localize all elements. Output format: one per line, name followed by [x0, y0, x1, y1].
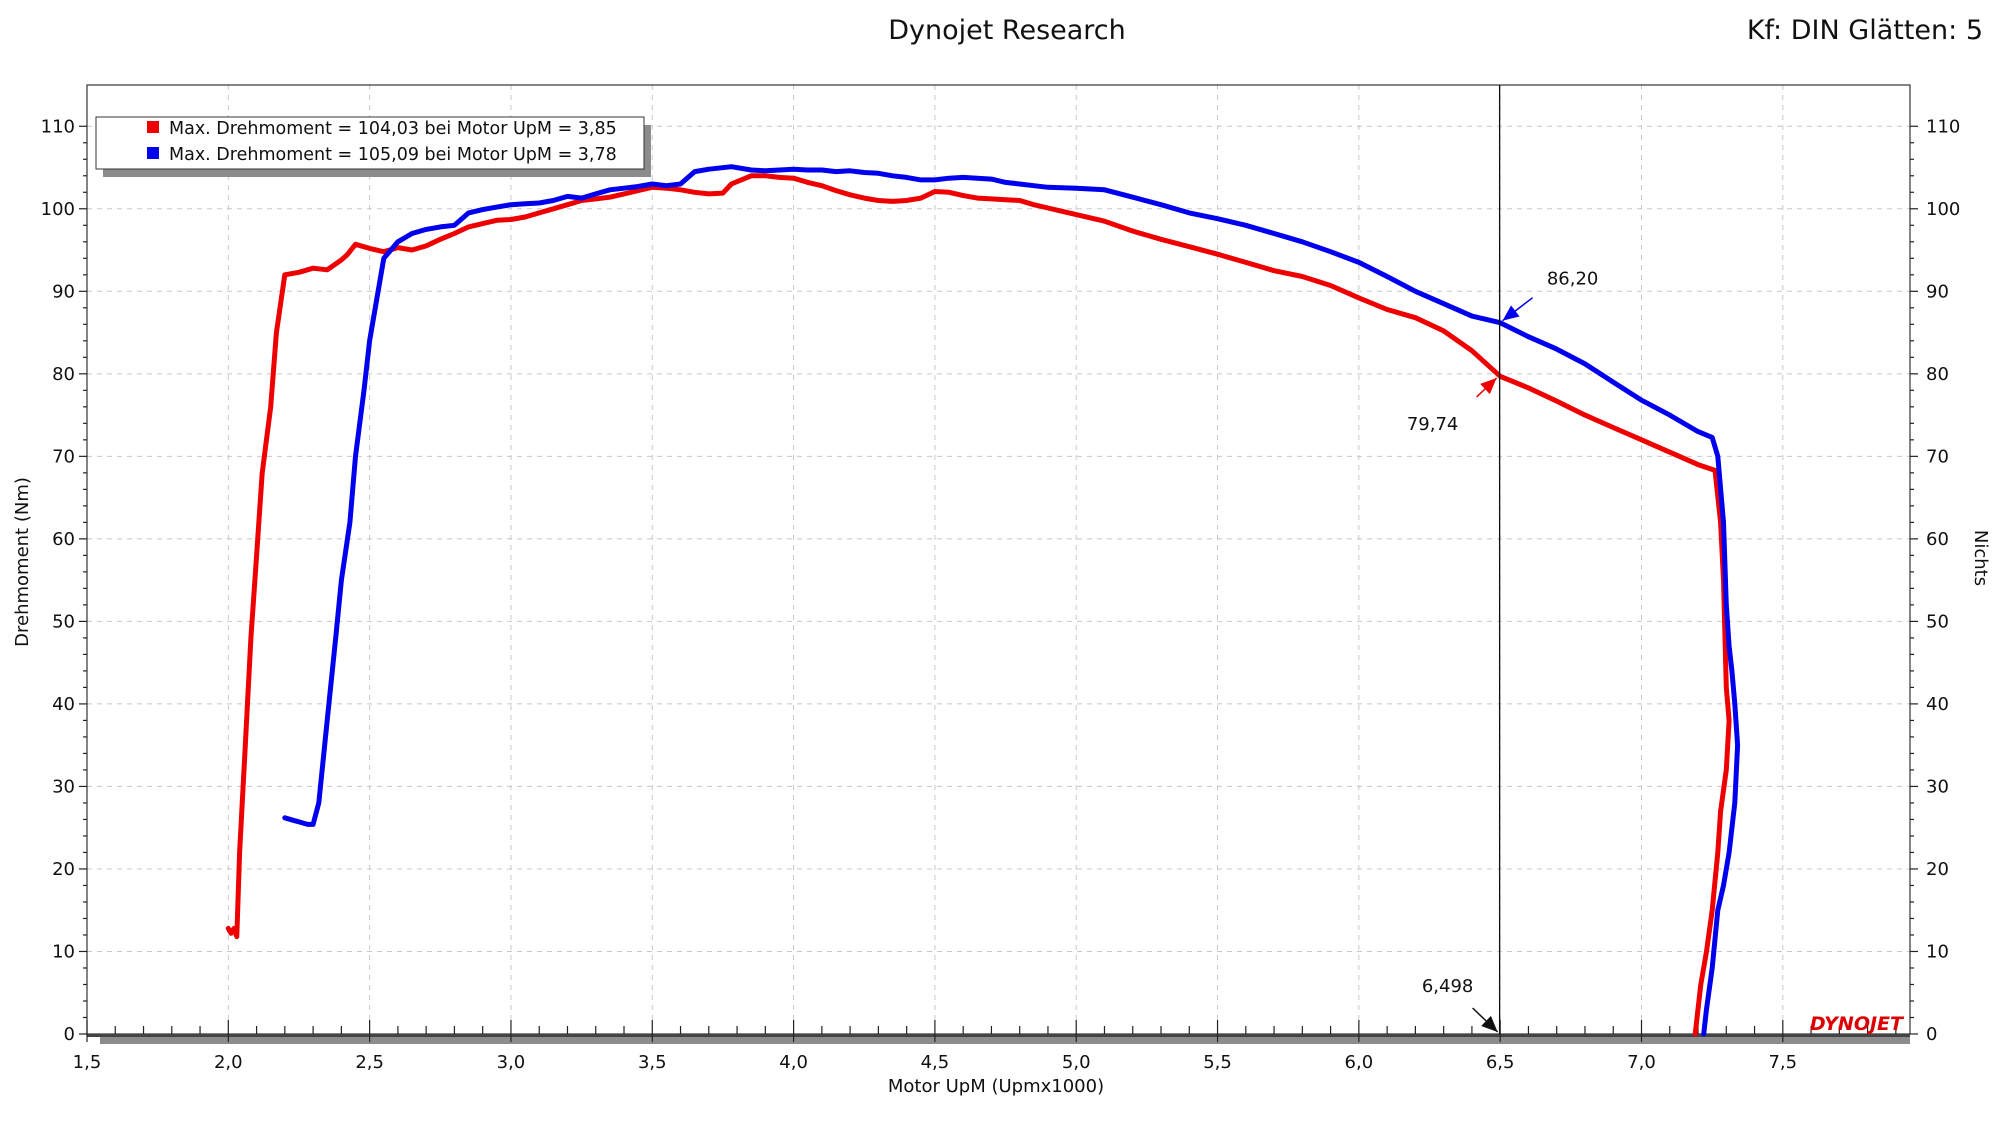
y-tick-label-right: 10 — [1926, 941, 1949, 962]
y-tick-label-left: 110 — [41, 116, 75, 137]
axis-ticks — [79, 125, 1918, 1042]
y-tick-label-left: 70 — [52, 446, 75, 467]
dynojet-logo: DYNOJET — [1810, 1013, 1905, 1035]
torque-line-red — [225, 173, 1732, 1037]
legend-entry-blue: Max. Drehmoment = 105,09 bei Motor UpM =… — [169, 145, 617, 165]
cursor-value-blue: 86,20 — [1547, 269, 1599, 290]
y-tick-label-left: 30 — [52, 776, 75, 797]
y-tick-label-left: 100 — [41, 199, 75, 220]
cursor-arrow-blue-head — [1502, 305, 1520, 321]
x-tick-label: 7,0 — [1627, 1052, 1656, 1073]
y-tick-label-right: 0 — [1926, 1024, 1937, 1045]
x-tick-label: 3,5 — [638, 1052, 667, 1073]
y-tick-label-right: 20 — [1926, 859, 1949, 880]
dynojet-logo-text: DYNOJET — [1810, 1013, 1905, 1035]
x-axis-label: Motor UpM (Upmx1000) — [888, 1076, 1104, 1097]
y-tick-label-right: 80 — [1926, 364, 1949, 385]
y-tick-label-left: 40 — [52, 694, 75, 715]
chart-title: Dynojet Research — [888, 15, 1126, 46]
cursor-x-value: 6,498 — [1422, 976, 1474, 997]
y-axis-label: Drehmoment (Nm) — [12, 477, 33, 647]
x-tick-label: 1,5 — [73, 1052, 102, 1073]
cursor-value-red: 79,74 — [1407, 414, 1459, 435]
y-tick-label-right: 60 — [1926, 529, 1949, 550]
grid-lines — [87, 85, 1910, 1034]
x-tick-label: 3,0 — [497, 1052, 526, 1073]
legend-swatch-red — [147, 121, 159, 133]
y-tick-label-left: 80 — [52, 364, 75, 385]
y-tick-label-left: 60 — [52, 529, 75, 550]
x-tick-label: 4,5 — [921, 1052, 950, 1073]
legend-box — [95, 116, 645, 170]
x-tick-label: 7,5 — [1768, 1052, 1797, 1073]
x-tick-label: 4,0 — [779, 1052, 808, 1073]
x-tick-label: 5,0 — [1062, 1052, 1091, 1073]
tick-labels: 1,5 2,0 2,5 3,0 3,5 4,0 4,5 5,0 5,5 6,0 6,5 7,0 7,5 0… — [41, 116, 1961, 1073]
y-tick-label-left: 50 — [52, 611, 75, 632]
y-tick-label-right: 110 — [1926, 116, 1960, 137]
y-tick-label-right: 50 — [1926, 611, 1949, 632]
x-tick-label: 6,5 — [1486, 1052, 1515, 1073]
y-tick-label-right: 40 — [1926, 694, 1949, 715]
y-tick-label-left: 10 — [52, 941, 75, 962]
x-tick-label: 2,0 — [214, 1052, 243, 1073]
y-tick-label-left: 90 — [52, 281, 75, 302]
x-tick-label: 5,5 — [1203, 1052, 1232, 1073]
legend: Max. Drehmoment = 104,03 bei Motor UpM =… — [95, 116, 651, 177]
smoothing-info: Kf: DIN Glätten: 5 — [1747, 15, 1983, 46]
x-axis-bar — [87, 1034, 1910, 1044]
y-tick-label-right: 100 — [1926, 199, 1960, 220]
cursor-arrow-x-head — [1481, 1015, 1498, 1032]
x-axis-shadow-bar — [100, 1034, 1910, 1044]
right-axis-label: Nichts — [1970, 530, 1991, 586]
torque-line-blue — [282, 164, 1741, 1037]
y-tick-label-right: 90 — [1926, 281, 1949, 302]
x-tick-label: 2,5 — [355, 1052, 384, 1073]
y-tick-label-left: 20 — [52, 859, 75, 880]
x-axis-line — [87, 1034, 1910, 1037]
x-tick-label: 6,0 — [1345, 1052, 1374, 1073]
y-tick-label-right: 70 — [1926, 446, 1949, 467]
cursor-readouts: 86,20 79,74 6,498 — [1407, 269, 1599, 1033]
legend-entry-red: Max. Drehmoment = 104,03 bei Motor UpM =… — [169, 119, 617, 139]
y-tick-label-left: 0 — [64, 1024, 75, 1045]
legend-swatch-blue — [147, 147, 159, 159]
cursor-arrow-red-head — [1480, 377, 1497, 395]
y-tick-label-right: 30 — [1926, 776, 1949, 797]
series-lines — [225, 164, 1741, 1037]
